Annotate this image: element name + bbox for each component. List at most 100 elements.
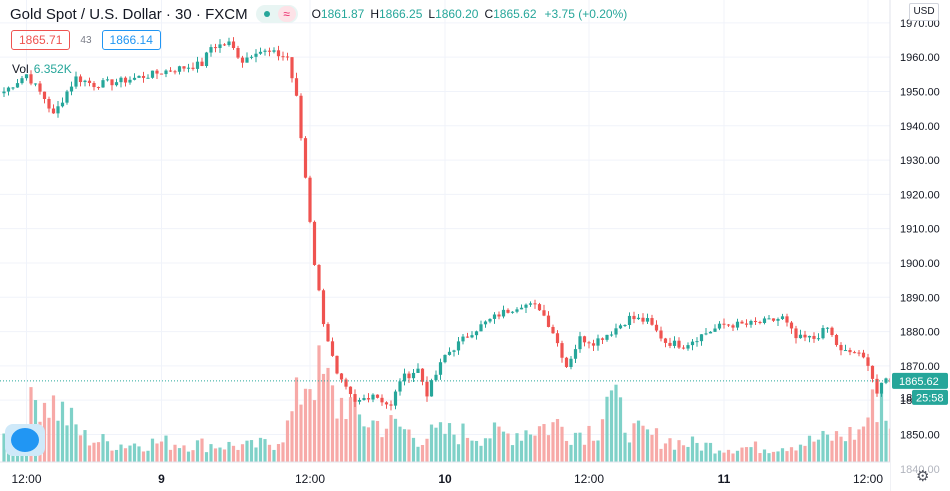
volume-bar: [785, 451, 789, 463]
currency-button[interactable]: USD: [909, 3, 939, 21]
volume-bar: [438, 422, 443, 463]
candle-body: [668, 342, 672, 346]
candle-body: [582, 336, 587, 343]
candle-body: [290, 57, 294, 79]
candle-body: [452, 350, 456, 352]
candle-body: [33, 83, 38, 85]
candle-body: [474, 331, 479, 336]
candle-body: [465, 336, 470, 338]
volume-bar: [794, 450, 798, 463]
volume-bar: [290, 411, 294, 463]
volume-bar: [515, 433, 519, 463]
price-axis-bg: [890, 0, 950, 491]
volume-bar: [56, 420, 60, 463]
volume-bar: [474, 440, 479, 463]
volume-bar: [299, 404, 303, 463]
candle-body: [789, 322, 794, 329]
volume-bar: [501, 431, 506, 463]
volume-bar: [294, 377, 299, 463]
time-tick-label: 12:00: [574, 472, 604, 486]
volume-bar: [150, 438, 155, 463]
candle-body: [78, 76, 83, 83]
volume-legend: Vol 6.352K: [12, 62, 72, 76]
volume-bar: [461, 423, 465, 463]
volume-bar: [519, 440, 524, 463]
buy-button[interactable]: 1866.14: [101, 30, 161, 50]
candle-body: [852, 352, 857, 354]
volume-bar: [312, 400, 317, 463]
volume-bar: [128, 445, 132, 463]
volume-bar: [726, 449, 731, 463]
volume-bar: [735, 450, 740, 463]
volume-bar: [218, 447, 222, 463]
candle-body: [29, 74, 33, 84]
volume-bar: [173, 444, 177, 463]
countdown-badge: [912, 389, 948, 405]
volume-bar: [582, 444, 587, 463]
settings-gear-icon[interactable]: ⚙: [916, 468, 930, 485]
candle-body: [560, 343, 564, 358]
candle-body: [758, 322, 762, 324]
volume-bar: [447, 423, 452, 463]
volume-bar: [119, 444, 123, 463]
volume-bar: [182, 445, 186, 463]
candle-body: [825, 327, 830, 329]
volume-bar: [681, 445, 686, 463]
volume-bar: [605, 396, 609, 463]
volume-bar: [546, 435, 551, 463]
volume-bar: [249, 440, 254, 463]
candle-body: [623, 325, 627, 327]
candle-body: [429, 380, 434, 397]
volume-bar: [191, 450, 195, 463]
candle-body: [605, 334, 609, 340]
volume-bar: [717, 450, 722, 463]
volume-bar: [659, 448, 663, 463]
candle-body: [128, 79, 132, 83]
volume-bar: [114, 449, 119, 463]
candle-body: [524, 304, 528, 308]
candle-body: [51, 108, 56, 114]
candle-body: [443, 354, 447, 363]
volume-bar: [177, 448, 182, 463]
status-pill[interactable]: ≈: [255, 5, 298, 23]
candle-body: [555, 333, 560, 344]
volume-bar: [281, 442, 285, 463]
volume-bar: [645, 429, 650, 463]
price-tick-label: 1850.00: [900, 429, 940, 441]
symbol-title[interactable]: Gold Spot / U.S. Dollar · 30 · FXCM: [10, 5, 248, 23]
ohlc-legend: O1861.87 H1866.25 L1860.20 C1865.62 +3.7…: [312, 7, 628, 21]
brand-logo-icon[interactable]: [5, 424, 45, 456]
candle-body: [204, 52, 209, 66]
volume-bar: [816, 439, 821, 463]
volume-bar: [591, 440, 596, 463]
time-tick-label: 12:00: [853, 472, 883, 486]
volume-bar: [101, 434, 105, 463]
volume-bar: [420, 445, 425, 463]
candle-body: [380, 397, 384, 403]
volume-bar: [812, 441, 816, 463]
volume-bar: [866, 417, 870, 463]
volume-bar: [857, 429, 861, 463]
volume-bar: [69, 407, 74, 463]
candle-body: [303, 138, 308, 178]
volume-bar: [402, 429, 407, 463]
candle-body: [776, 319, 780, 321]
volume-bar: [362, 426, 366, 463]
volume-bar: [578, 432, 582, 463]
volume-bar: [852, 439, 857, 463]
candle-body: [407, 373, 411, 379]
close-value: 1865.62: [493, 7, 537, 21]
volume-bar: [78, 435, 83, 463]
candle-body: [173, 71, 177, 73]
candle-body: [618, 325, 623, 329]
volume-bar: [488, 438, 492, 463]
candle-body: [366, 398, 371, 400]
candle-body: [74, 76, 78, 87]
sell-button[interactable]: 1865.71: [11, 30, 71, 50]
volume-bar: [596, 440, 600, 463]
candle-body: [659, 330, 663, 339]
price-tick-label: 1890.00: [900, 292, 940, 304]
volume-bar: [587, 425, 591, 463]
